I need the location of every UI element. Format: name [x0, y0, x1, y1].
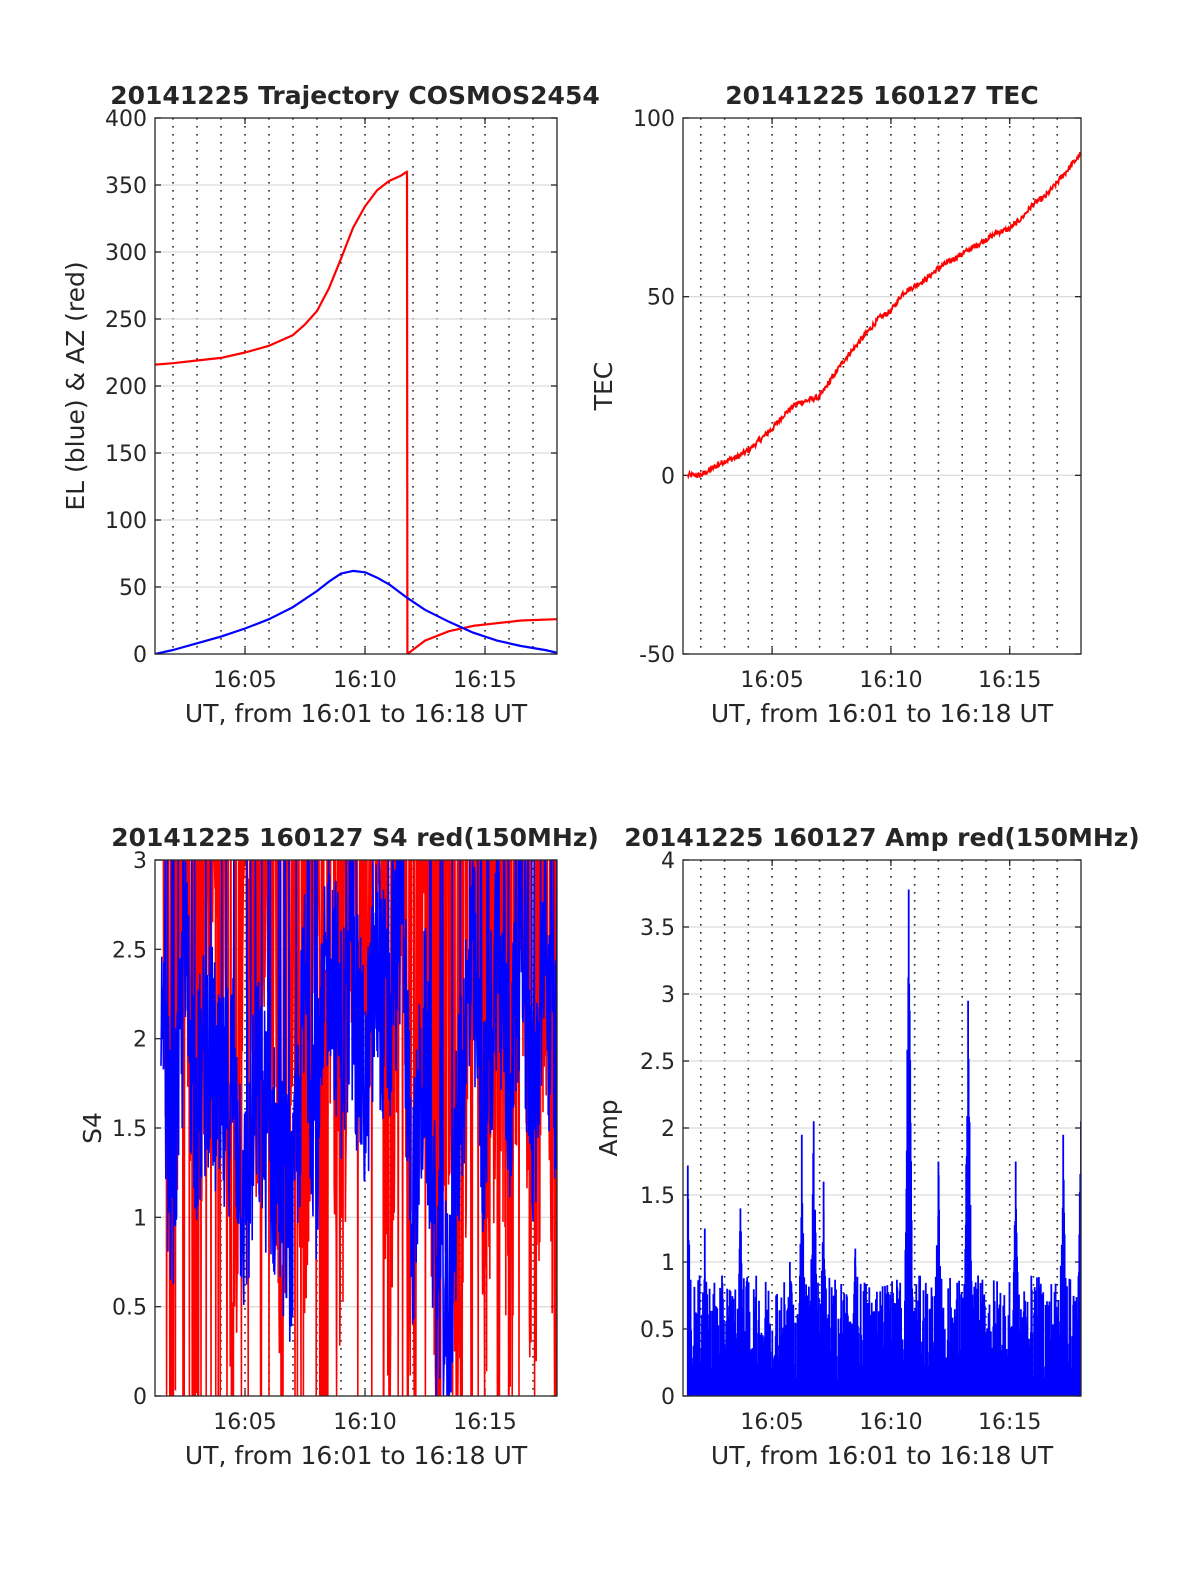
y-tick-label: 1.5: [640, 1184, 675, 1209]
x-tick-label: 16:15: [453, 1410, 516, 1435]
y-tick-label: 0.5: [112, 1296, 147, 1321]
series-line: [155, 170, 557, 654]
y-tick-label: -50: [639, 643, 675, 668]
y-tick-label: 0: [133, 1385, 147, 1410]
x-axis-label: UT, from 16:01 to 16:18 UT: [185, 1441, 528, 1470]
x-tick-label: 16:15: [978, 1410, 1041, 1435]
y-tick-label: 50: [647, 286, 675, 311]
y-tick-label: 1: [133, 1206, 147, 1231]
y-tick-label: 50: [119, 576, 147, 601]
y-axis-label: Amp: [594, 1099, 623, 1156]
x-tick-label: 16:05: [740, 1410, 803, 1435]
y-tick-label: 200: [105, 375, 147, 400]
y-tick-label: 2: [661, 1117, 675, 1142]
chart-title: 20141225 160127 Amp red(150MHz): [624, 823, 1140, 852]
y-tick-label: 300: [105, 241, 147, 266]
y-tick-label: 250: [105, 308, 147, 333]
y-tick-label: 2.5: [112, 938, 147, 963]
chart-title: 20141225 Trajectory COSMOS2454: [110, 81, 600, 110]
y-tick-label: 3.5: [640, 916, 675, 941]
y-tick-label: 350: [105, 174, 147, 199]
y-tick-label: 1: [661, 1251, 675, 1276]
x-tick-label: 16:05: [740, 668, 803, 693]
x-tick-label: 16:10: [859, 668, 922, 693]
y-axis-label: S4: [78, 1112, 107, 1144]
x-axis-label: UT, from 16:01 to 16:18 UT: [711, 699, 1054, 728]
x-axis-label: UT, from 16:01 to 16:18 UT: [185, 699, 528, 728]
series-line: [155, 569, 557, 654]
y-tick-label: 3: [133, 849, 147, 874]
series-line: [160, 860, 557, 1396]
series-line: [686, 151, 1081, 480]
x-tick-label: 16:15: [978, 668, 1041, 693]
y-tick-label: 0: [661, 464, 675, 489]
y-tick-label: 4: [661, 849, 675, 874]
x-tick-label: 16:10: [859, 1410, 922, 1435]
x-tick-label: 16:05: [213, 1410, 276, 1435]
chart-title: 20141225 160127 TEC: [725, 81, 1038, 110]
x-tick-label: 16:15: [453, 668, 516, 693]
trajectory-panel: 20141225 Trajectory COSMOS2454 0 50 100 150…: [61, 81, 600, 728]
plot-frame: [154, 859, 558, 1397]
plot-frame: [682, 117, 1082, 655]
plot-frame: [154, 117, 558, 655]
y-tick-label: 2.5: [640, 1050, 675, 1075]
y-tick-label: 150: [105, 442, 147, 467]
y-tick-label: 400: [105, 107, 147, 132]
x-tick-label: 16:10: [333, 1410, 396, 1435]
s4-panel: 0 0.5 1 1.5 2 2.5 3 16:05 16:10 16:15 20141225 16…: [78, 823, 599, 1470]
amp-panel: 20141225 160127 Amp red(150MHz) 0 0.5 1 1.5…: [594, 823, 1140, 1470]
y-tick-label: 0.5: [640, 1318, 675, 1343]
y-axis-label: EL (blue) & AZ (red): [61, 261, 90, 510]
y-tick-label: 100: [105, 509, 147, 534]
y-tick-label: 0: [133, 643, 147, 668]
y-tick-label: 0: [661, 1385, 675, 1410]
series-line: [686, 889, 1081, 1396]
y-tick-label: 100: [633, 107, 675, 132]
y-tick-label: 3: [661, 983, 675, 1008]
x-axis-label: UT, from 16:01 to 16:18 UT: [711, 1441, 1054, 1470]
plot-frame: [682, 859, 1082, 1397]
y-axis-label: TEC: [589, 362, 618, 412]
y-tick-label: 2: [133, 1028, 147, 1053]
y-tick-label: 1.5: [112, 1117, 147, 1142]
tec-panel: 20141225 160127 TEC -50 0 50 100 16:05 16:10 1…: [589, 81, 1082, 728]
x-tick-label: 16:05: [213, 668, 276, 693]
series-line: [160, 860, 557, 1396]
x-tick-label: 16:10: [333, 668, 396, 693]
chart-title: 20141225 160127 S4 red(150MHz): [111, 823, 599, 852]
